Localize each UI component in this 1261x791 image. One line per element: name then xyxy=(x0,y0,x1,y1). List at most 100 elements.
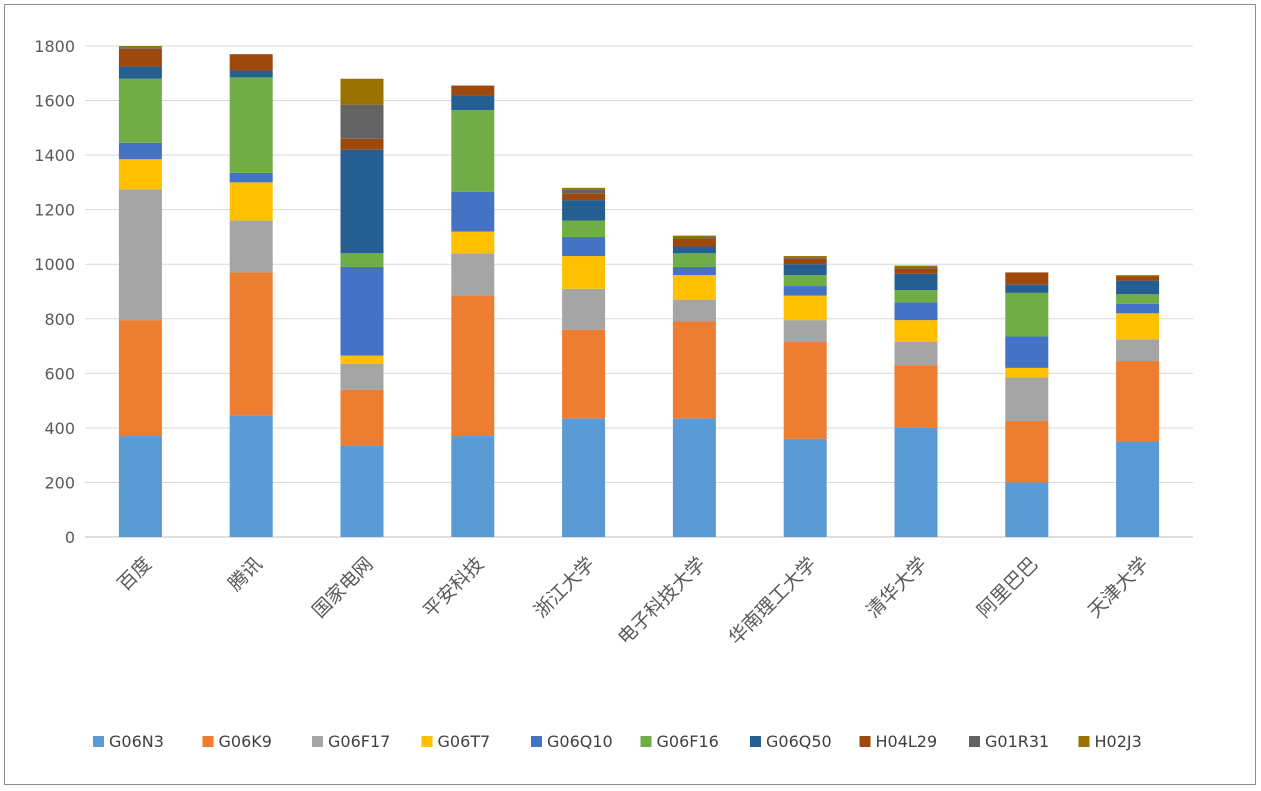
bar-segment xyxy=(1005,367,1049,378)
bar-segment xyxy=(894,365,938,428)
x-tick-label: 平安科技 xyxy=(419,553,488,622)
bar-segment xyxy=(340,389,384,446)
bar-segment xyxy=(1005,377,1049,422)
bar-segment xyxy=(1005,482,1049,537)
y-tick-label: 1000 xyxy=(34,255,75,274)
bar-segment xyxy=(451,436,495,537)
bar-segment xyxy=(562,193,606,201)
legend-swatch xyxy=(1078,736,1090,747)
bar-segment xyxy=(1116,303,1160,314)
y-tick-label: 400 xyxy=(44,419,75,438)
y-tick-label: 1600 xyxy=(34,92,75,111)
bar-segment xyxy=(672,236,716,239)
bar-segment xyxy=(229,172,273,183)
legend-swatch xyxy=(93,736,104,747)
y-tick-label: 1800 xyxy=(34,37,75,56)
bar-segment xyxy=(783,295,827,321)
bar-segment xyxy=(783,258,827,265)
bar-segment xyxy=(672,253,716,267)
bar-segment xyxy=(340,355,384,364)
legend-swatch xyxy=(202,736,214,747)
bar-segment xyxy=(894,268,938,274)
bar-segment xyxy=(783,438,827,537)
bar-segment xyxy=(672,321,716,419)
bar-segment xyxy=(229,415,273,537)
bar-segment xyxy=(1116,294,1160,304)
bar-segment xyxy=(1116,361,1160,442)
bar-segment xyxy=(118,436,162,537)
bar-segment xyxy=(451,295,495,437)
legend-label: G06N3 xyxy=(109,732,164,751)
x-axis-labels: 百度 腾讯 国家电网 平安科技 浙江大学 电子科技大学 华南理工大学 清华大学 阿里巴巴 天津大学 xyxy=(113,553,1153,649)
x-tick-label: 国家电网 xyxy=(308,553,377,622)
bar-segment xyxy=(894,290,938,303)
x-tick-label: 百度 xyxy=(113,553,155,595)
legend-swatch xyxy=(312,736,323,747)
legend-swatch xyxy=(969,736,980,747)
bar-segment xyxy=(340,78,384,105)
bar-segment xyxy=(672,266,716,276)
bar-segment xyxy=(118,48,162,67)
bar-segment xyxy=(340,138,384,150)
bar-segment xyxy=(340,363,384,390)
x-tick-label: 阿里巴巴 xyxy=(973,553,1042,622)
bar-segment xyxy=(451,191,495,232)
bar-segment xyxy=(451,231,495,254)
bar-segment xyxy=(562,329,606,419)
bar-segment xyxy=(562,220,606,237)
y-tick-label: 0 xyxy=(65,528,75,547)
stacked-bar-chart: 0 200 400 600 800 1000 1200 1400 1600 1800 百度 腾讯 国家… xyxy=(34,37,1193,751)
legend-label: G06Q10 xyxy=(547,732,613,751)
bar-segment xyxy=(783,286,827,296)
bar-segment xyxy=(118,78,162,143)
y-tick-label: 1400 xyxy=(34,146,75,165)
bar-segment xyxy=(894,266,938,269)
x-tick-label: 电子科技大学 xyxy=(614,553,710,649)
legend-swatch xyxy=(750,736,761,747)
bar-segment xyxy=(229,70,273,78)
bar-segment xyxy=(118,46,162,48)
bar-segment xyxy=(1116,276,1160,281)
bar-segment xyxy=(1005,336,1049,368)
legend-label: G06K9 xyxy=(219,732,272,751)
bar-segment xyxy=(672,299,716,322)
bar-segment xyxy=(1116,441,1160,537)
chart-frame: 0 200 400 600 800 1000 1200 1400 1600 1800 百度 腾讯 国家… xyxy=(4,4,1256,785)
legend-swatch xyxy=(531,736,542,747)
bar-segment xyxy=(1005,421,1049,483)
y-axis-ticks: 0 200 400 600 800 1000 1200 1400 1600 1800 xyxy=(34,37,75,547)
y-tick-label: 200 xyxy=(44,473,75,492)
legend-label: G01R31 xyxy=(985,732,1049,751)
bar-segment xyxy=(340,266,384,356)
bar-segment xyxy=(118,189,162,321)
bars xyxy=(118,46,1160,537)
bar-segment xyxy=(783,264,827,276)
legend-swatch xyxy=(640,736,652,747)
bar-segment xyxy=(562,256,606,289)
bar-segment xyxy=(894,265,938,267)
bar-segment xyxy=(894,320,938,342)
y-tick-label: 1200 xyxy=(34,201,75,220)
bar-segment xyxy=(118,320,162,437)
bar-segment xyxy=(118,66,162,79)
bar-segment xyxy=(894,427,938,537)
bar-segment xyxy=(229,220,273,273)
legend-label: H02J3 xyxy=(1095,732,1142,751)
bar-segment xyxy=(229,182,273,221)
x-tick-label: 浙江大学 xyxy=(530,553,599,622)
bar-segment xyxy=(1116,280,1160,295)
bar-segment xyxy=(672,418,716,537)
bar-segment xyxy=(340,149,384,254)
bar-segment xyxy=(672,235,716,237)
bar-segment xyxy=(340,253,384,267)
y-tick-label: 800 xyxy=(44,310,75,329)
bar-segment xyxy=(1116,313,1160,340)
bar-segment xyxy=(894,273,938,291)
x-tick-label: 腾讯 xyxy=(224,553,266,595)
bar-segment xyxy=(229,54,273,71)
bar-segment xyxy=(229,77,273,173)
bar-segment xyxy=(1116,339,1160,362)
x-tick-label: 天津大学 xyxy=(1084,553,1153,622)
bar-segment xyxy=(562,189,606,194)
bar-segment xyxy=(340,445,384,537)
